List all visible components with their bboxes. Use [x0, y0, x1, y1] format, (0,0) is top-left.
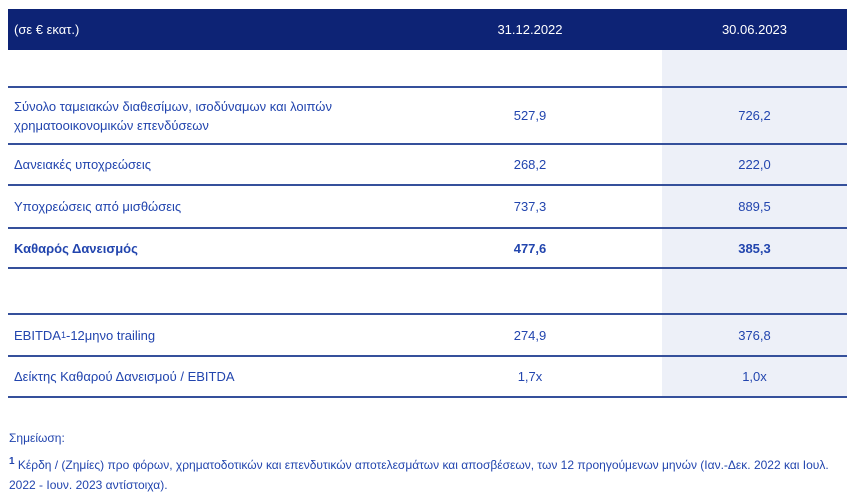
row-label: EBITDA 1 -12μηνο trailing [14, 327, 156, 343]
notes-heading: Σημείωση: [9, 431, 65, 445]
row-value-2022: 477,6 [513, 240, 547, 256]
notes-section: Σημείωση: 1 Κέρδη / (Ζημίες) προ φόρων, … [9, 428, 854, 495]
spacer-cell [8, 50, 398, 86]
row-value-2023: 1,0x [662, 357, 847, 396]
spacer-cell [8, 269, 398, 313]
financial-table: (σε € εκατ.) 31.12.2022 30.06.2023 Σύνολ… [8, 9, 847, 398]
table-row-leases: Υποχρεώσεις από μισθώσεις 737,3 889,5 [8, 186, 847, 229]
row-value-2022: 274,9 [513, 327, 547, 343]
footnote-text: Κέρδη / (Ζημίες) προ φόρων, χρηματοδοτικ… [9, 458, 829, 492]
row-label: Σύνολο ταμειακών διαθεσίμων, ισοδύναμων … [14, 98, 332, 133]
table-row-net-debt: Καθαρός Δανεισμός 477,6 385,3 [8, 229, 847, 269]
row-value-2022: 268,2 [513, 157, 547, 172]
spacer-cell [398, 269, 662, 313]
spacer-cell [662, 50, 847, 86]
row-value-2022: 737,3 [513, 199, 547, 214]
table-header-row: (σε € εκατ.) 31.12.2022 30.06.2023 [8, 9, 847, 50]
spacer-cell [398, 50, 662, 86]
column-header-2022: 31.12.2022 [497, 22, 563, 37]
row-label: Καθαρός Δανεισμός [14, 240, 138, 256]
row-value-2023: 222,0 [662, 145, 847, 184]
row-value-2023: 889,5 [662, 186, 847, 227]
table-row-loans: Δανειακές υποχρεώσεις 268,2 222,0 [8, 145, 847, 186]
ebitda-label-suffix: -12μηνο trailing [65, 327, 156, 343]
row-value-2023: 376,8 [662, 315, 847, 355]
row-value-2022: 527,9 [513, 108, 547, 123]
footnote-number: 1 [9, 456, 15, 467]
footnote: 1 Κέρδη / (Ζημίες) προ φόρων, χρηματοδοτ… [9, 455, 854, 495]
table-row-net-debt-ebitda-ratio: Δείκτης Καθαρού Δανεισμού / EBITDA 1,7x … [8, 357, 847, 398]
spacer-row [8, 269, 847, 315]
column-header-2023: 30.06.2023 [721, 22, 788, 37]
row-value-2022: 1,7x [517, 369, 543, 384]
table-row-ebitda: EBITDA 1 -12μηνο trailing 274,9 376,8 [8, 315, 847, 357]
row-value-2023: 385,3 [662, 229, 847, 267]
row-value-2023: 726,2 [662, 88, 847, 143]
unit-label: (σε € εκατ.) [14, 22, 80, 37]
row-label: Δείκτης Καθαρού Δανεισμού / EBITDA [14, 369, 235, 384]
row-label: Υποχρεώσεις από μισθώσεις [14, 199, 182, 214]
ebitda-label-prefix: EBITDA [14, 327, 61, 343]
spacer-cell [662, 269, 847, 313]
spacer-row [8, 50, 847, 88]
table-row-cash: Σύνολο ταμειακών διαθεσίμων, ισοδύναμων … [8, 88, 847, 145]
row-label: Δανειακές υποχρεώσεις [14, 157, 151, 172]
